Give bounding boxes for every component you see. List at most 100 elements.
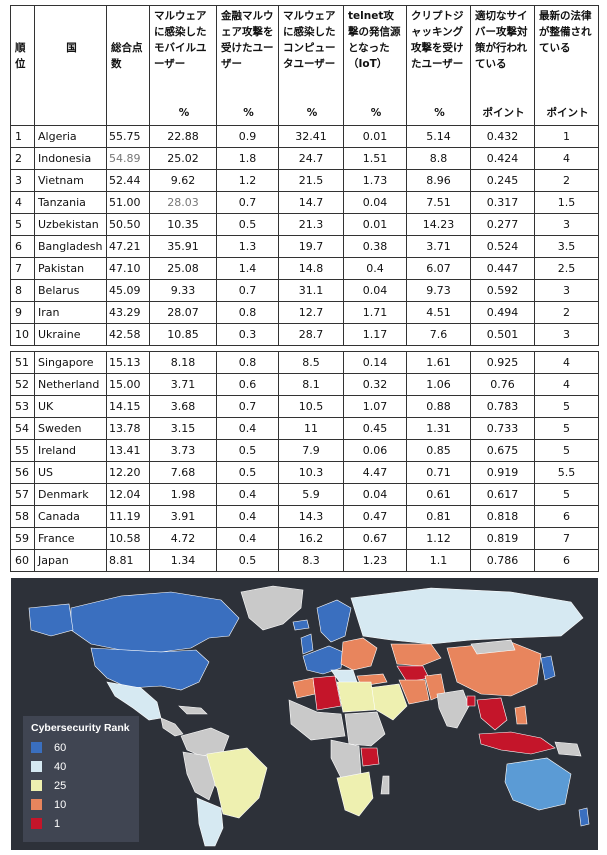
cell-mobile: 9.62 [149, 169, 217, 192]
cell-crypto: 0.85 [406, 439, 471, 462]
cell-law: 5 [534, 483, 599, 506]
cell-finance: 0.5 [216, 461, 279, 484]
cell-mobile: 4.72 [149, 527, 217, 550]
cell-law: 3 [534, 323, 599, 346]
table-row: 6 Bangladesh 47.21 35.91 1.3 19.7 0.38 3.71 0.52… [10, 235, 599, 258]
cell-total: 54.89 [106, 147, 150, 170]
cell-telnet: 0.01 [343, 125, 407, 148]
cell-telnet: 0.04 [343, 191, 407, 214]
legend-item: 60 [31, 738, 131, 757]
cell-total: 52.44 [106, 169, 150, 192]
header-telnet: telnet攻撃の発信源となった（IoT）% [343, 5, 407, 126]
cell-law: 5 [534, 439, 599, 462]
map-bangladesh [466, 695, 476, 707]
map-morocco [292, 677, 316, 699]
map-algeria [312, 675, 342, 711]
map-central-asia [396, 665, 430, 683]
legend-swatch [31, 780, 42, 791]
table-row: 52 Netherland 15.00 3.71 0.6 8.1 0.32 1.06 0.76 4 [10, 373, 599, 396]
cell-total: 13.41 [106, 439, 150, 462]
cell-telnet: 0.32 [343, 373, 407, 396]
cell-mobile: 9.33 [149, 279, 217, 302]
cell-total: 12.20 [106, 461, 150, 484]
cell-computer: 7.9 [278, 439, 344, 462]
cell-policy: 0.317 [470, 191, 535, 214]
cell-policy: 0.818 [470, 505, 535, 528]
cell-telnet: 0.45 [343, 417, 407, 440]
cell-finance: 1.8 [216, 147, 279, 170]
legend-title: Cybersecurity Rank [31, 722, 130, 734]
cell-computer: 21.5 [278, 169, 344, 192]
table-row: 8 Belarus 45.09 9.33 0.7 31.1 0.04 9.73 0.592 3 [10, 279, 599, 302]
cell-mobile: 25.08 [149, 257, 217, 280]
cell-mobile: 28.07 [149, 301, 217, 324]
cell-computer: 14.7 [278, 191, 344, 214]
cell-crypto: 7.6 [406, 323, 471, 346]
map-southern-africa [336, 771, 374, 817]
cell-finance: 0.7 [216, 191, 279, 214]
cell-country: Bangladesh [34, 235, 107, 258]
map-libya-egypt [336, 681, 376, 713]
cell-mobile: 3.73 [149, 439, 217, 462]
cell-crypto: 0.81 [406, 505, 471, 528]
cell-total: 50.50 [106, 213, 150, 236]
cell-mobile: 3.68 [149, 395, 217, 418]
cell-rank: 1 [10, 125, 35, 148]
map-tanzania [360, 747, 380, 767]
cell-crypto: 8.96 [406, 169, 471, 192]
cell-total: 47.21 [106, 235, 150, 258]
cell-total: 11.19 [106, 505, 150, 528]
cell-policy: 0.819 [470, 527, 535, 550]
cell-telnet: 4.47 [343, 461, 407, 484]
cell-computer: 5.9 [278, 483, 344, 506]
cell-mobile: 10.85 [149, 323, 217, 346]
cell-crypto: 9.73 [406, 279, 471, 302]
cell-crypto: 1.12 [406, 527, 471, 550]
cell-country: UK [34, 395, 107, 418]
table-row: 53 UK 14.15 3.68 0.7 10.5 1.07 0.88 0.783 5 [10, 395, 599, 418]
cell-policy: 0.919 [470, 461, 535, 484]
cell-total: 42.58 [106, 323, 150, 346]
cell-telnet: 1.17 [343, 323, 407, 346]
cell-crypto: 0.61 [406, 483, 471, 506]
table-row: 58 Canada 11.19 3.91 0.4 14.3 0.47 0.81 0.818 6 [10, 505, 599, 528]
cell-computer: 10.3 [278, 461, 344, 484]
bottom-table-body: 51 Singapore 15.13 8.18 0.8 8.5 0.14 1.61 0.925 4… [10, 351, 599, 572]
cell-finance: 0.4 [216, 483, 279, 506]
cell-telnet: 0.14 [343, 351, 407, 374]
cell-rank: 4 [10, 191, 35, 214]
cell-rank: 51 [10, 351, 35, 374]
cell-country: Uzbekistan [34, 213, 107, 236]
cell-total: 43.29 [106, 301, 150, 324]
map-russia [350, 587, 584, 645]
cell-country: Iran [34, 301, 107, 324]
cell-finance: 0.3 [216, 323, 279, 346]
cell-mobile: 22.88 [149, 125, 217, 148]
cell-crypto: 14.23 [406, 213, 471, 236]
cell-policy: 0.786 [470, 549, 535, 572]
top-ranking-table: 順位 国 総合点数 マルウェアに感染したモバイルユーザー% 金融マルウェア攻撃を… [10, 5, 599, 346]
cell-finance: 0.5 [216, 439, 279, 462]
cell-rank: 59 [10, 527, 35, 550]
legend-swatch [31, 818, 42, 829]
map-east-africa [344, 711, 386, 747]
cell-crypto: 0.71 [406, 461, 471, 484]
map-central-africa [330, 739, 362, 779]
map-western-europe [302, 645, 344, 675]
cell-rank: 53 [10, 395, 35, 418]
cell-finance: 0.8 [216, 301, 279, 324]
cell-computer: 8.3 [278, 549, 344, 572]
cell-telnet: 1.73 [343, 169, 407, 192]
map-new-zealand [578, 807, 590, 827]
cell-policy: 0.925 [470, 351, 535, 374]
cell-policy: 0.447 [470, 257, 535, 280]
cell-finance: 0.5 [216, 213, 279, 236]
cell-telnet: 1.71 [343, 301, 407, 324]
header-crypto: クリプトジャッキング攻撃を受けたユーザー% [406, 5, 471, 126]
header-computer: マルウェアに感染したコンピュータユーザー% [278, 5, 344, 126]
cell-country: Tanzania [34, 191, 107, 214]
legend-item: 1 [31, 814, 131, 833]
cell-rank: 57 [10, 483, 35, 506]
cell-law: 3 [534, 279, 599, 302]
world-map [28, 585, 590, 847]
